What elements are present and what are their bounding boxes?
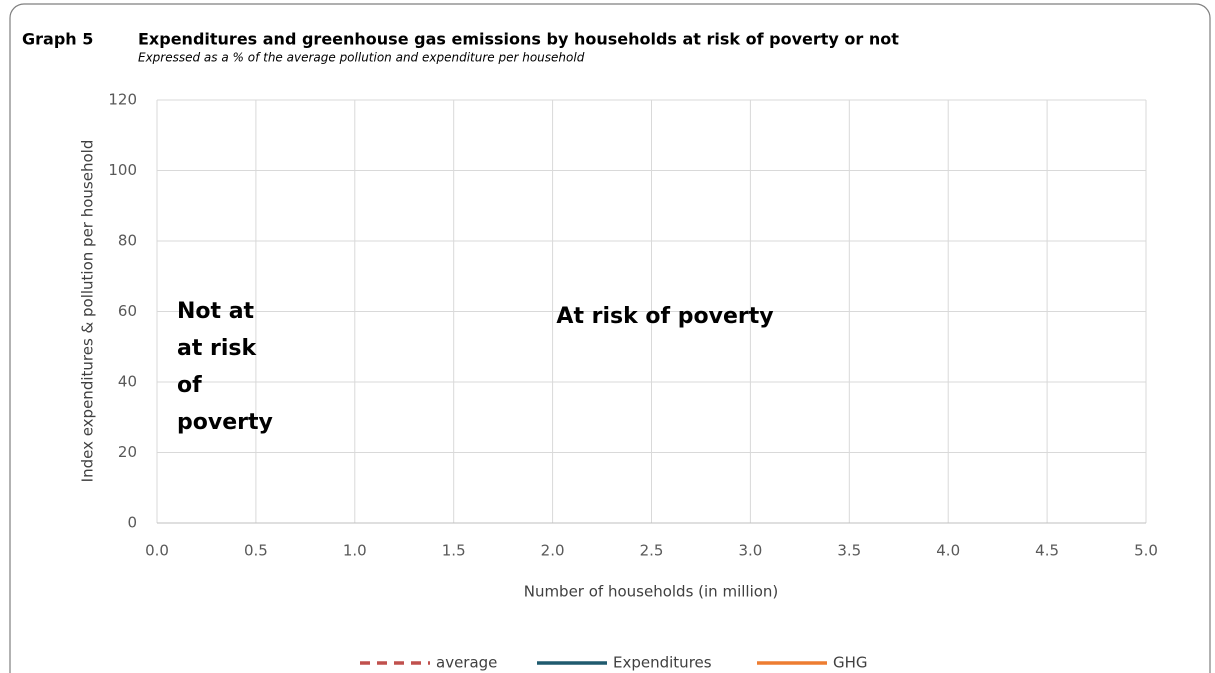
x-tick-label: 4.5 xyxy=(1035,542,1059,560)
x-tick-label: 4.0 xyxy=(936,542,960,560)
x-tick-label: 1.0 xyxy=(343,542,367,560)
x-tick-label: 2.0 xyxy=(541,542,565,560)
y-axis-label: Index expenditures & pollution per house… xyxy=(79,140,97,483)
y-tick-label: 20 xyxy=(118,443,137,461)
x-tick-label: 0.5 xyxy=(244,542,268,560)
annotation: At risk of poverty xyxy=(556,304,773,329)
x-tick-label: 1.5 xyxy=(442,542,466,560)
y-tick-label: 80 xyxy=(118,232,137,250)
y-tick-label: 40 xyxy=(118,373,137,391)
annotation: poverty xyxy=(177,410,273,435)
legend-label: average xyxy=(436,654,497,672)
annotation: at risk xyxy=(177,336,258,361)
frame xyxy=(9,3,1211,673)
y-tick-label: 0 xyxy=(127,514,137,532)
y-tick-label: 120 xyxy=(108,91,137,109)
annotation: of xyxy=(177,373,202,398)
chart-title: Expenditures and greenhouse gas emission… xyxy=(138,30,899,49)
y-tick-label: 100 xyxy=(108,161,137,179)
x-tick-label: 3.0 xyxy=(738,542,762,560)
legend-label: Expenditures xyxy=(613,654,712,672)
x-axis-label: Number of households (in million) xyxy=(524,583,779,601)
chart-subtitle: Expressed as a % of the average pollutio… xyxy=(138,51,585,65)
x-tick-label: 3.5 xyxy=(837,542,861,560)
x-tick-label: 2.5 xyxy=(640,542,664,560)
graph-label: Graph 5 xyxy=(22,30,93,49)
x-tick-label: 0.0 xyxy=(145,542,169,560)
y-tick-label: 60 xyxy=(118,302,137,320)
x-tick-label: 5.0 xyxy=(1134,542,1158,560)
annotation: Not at xyxy=(177,299,255,324)
legend-label: GHG xyxy=(833,654,868,672)
